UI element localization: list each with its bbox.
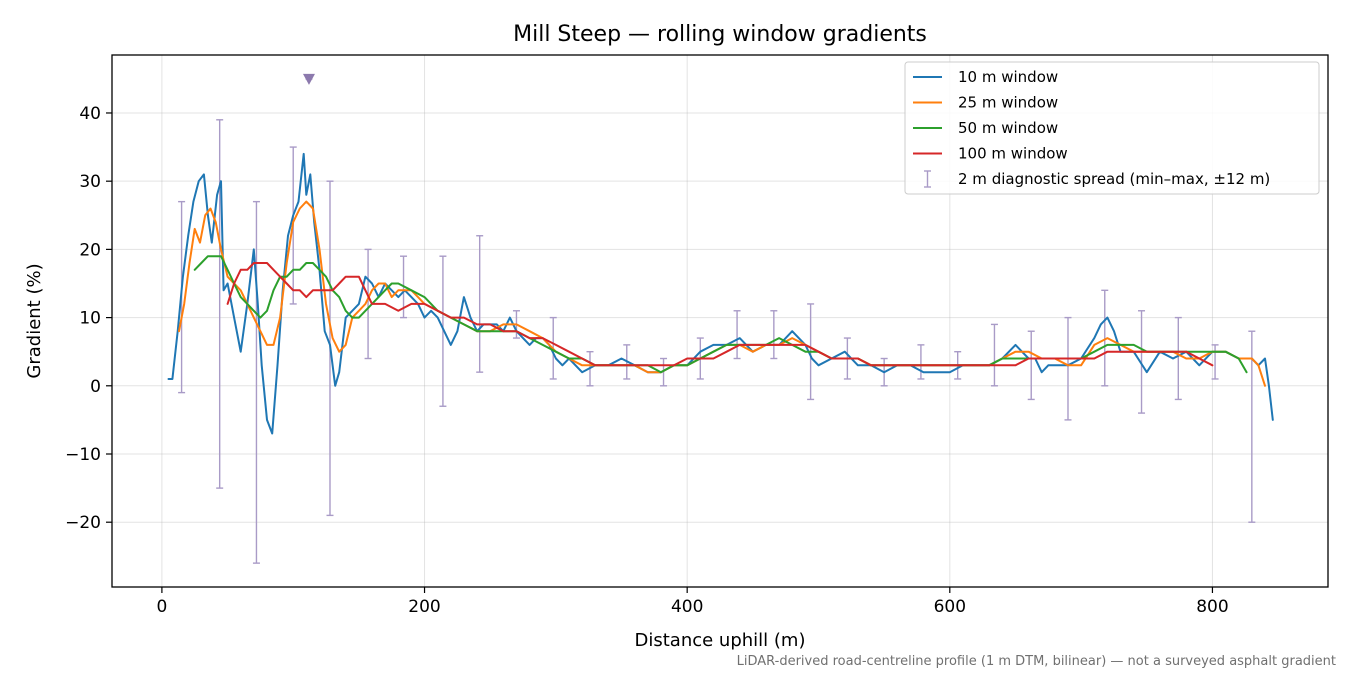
y-tick-label: −20 — [65, 513, 101, 533]
y-tick-label: 40 — [79, 104, 101, 124]
x-tick-label: 200 — [408, 597, 440, 617]
errorbar — [917, 344, 925, 380]
y-tick-label: 0 — [90, 377, 101, 397]
legend-label: 2 m diagnostic spread (min–max, ±12 m) — [958, 170, 1270, 188]
errorbar — [1027, 330, 1035, 401]
marker-group — [302, 73, 315, 85]
footnote: LiDAR-derived road-centreline profile (1… — [737, 654, 1336, 669]
legend-label: 50 m window — [958, 119, 1058, 137]
x-tick-label: 400 — [671, 597, 703, 617]
series-line — [167, 152, 1274, 435]
errorbar — [990, 323, 998, 387]
x-tick-label: 800 — [1196, 597, 1228, 617]
chart-title: Mill Steep — rolling window gradients — [513, 22, 927, 47]
series-line — [226, 262, 1214, 367]
errorbar — [476, 235, 484, 373]
errorbar — [1138, 310, 1146, 414]
x-axis-label: Distance uphill (m) — [635, 630, 806, 651]
x-tick-label: 600 — [934, 597, 966, 617]
y-axis-label: Gradient (%) — [24, 263, 45, 378]
errorbar — [770, 310, 778, 360]
errorbar — [216, 119, 224, 489]
legend-label: 10 m window — [958, 68, 1058, 86]
down-triangle-marker — [302, 73, 315, 85]
y-tick-label: 30 — [79, 172, 101, 192]
errorbar — [1064, 316, 1072, 421]
x-tick-label: 0 — [156, 597, 167, 617]
y-tick-label: 10 — [79, 309, 101, 329]
errorbar — [364, 248, 372, 360]
y-tick-label: 20 — [79, 240, 101, 260]
errorbar — [1174, 316, 1182, 401]
axis-ticks: 0 200 400 600 800 −20 −10 0 10 20 30 40 — [65, 104, 1229, 617]
legend: 10 m window 25 m window 50 m window 100 m w… — [904, 61, 1320, 195]
y-tick-label: −10 — [65, 445, 101, 465]
legend-box — [904, 61, 1320, 195]
errorbar — [1211, 344, 1219, 380]
errorbar — [439, 255, 447, 407]
legend-label: 25 m window — [958, 94, 1058, 112]
errorbar — [1101, 289, 1109, 387]
errorbar — [660, 357, 668, 387]
errorbar — [1248, 330, 1256, 523]
plot-frame — [111, 54, 1329, 588]
legend-label: 100 m window — [958, 145, 1068, 163]
errorbar — [252, 200, 260, 564]
series-group — [167, 152, 1274, 435]
errorbar — [733, 310, 741, 360]
